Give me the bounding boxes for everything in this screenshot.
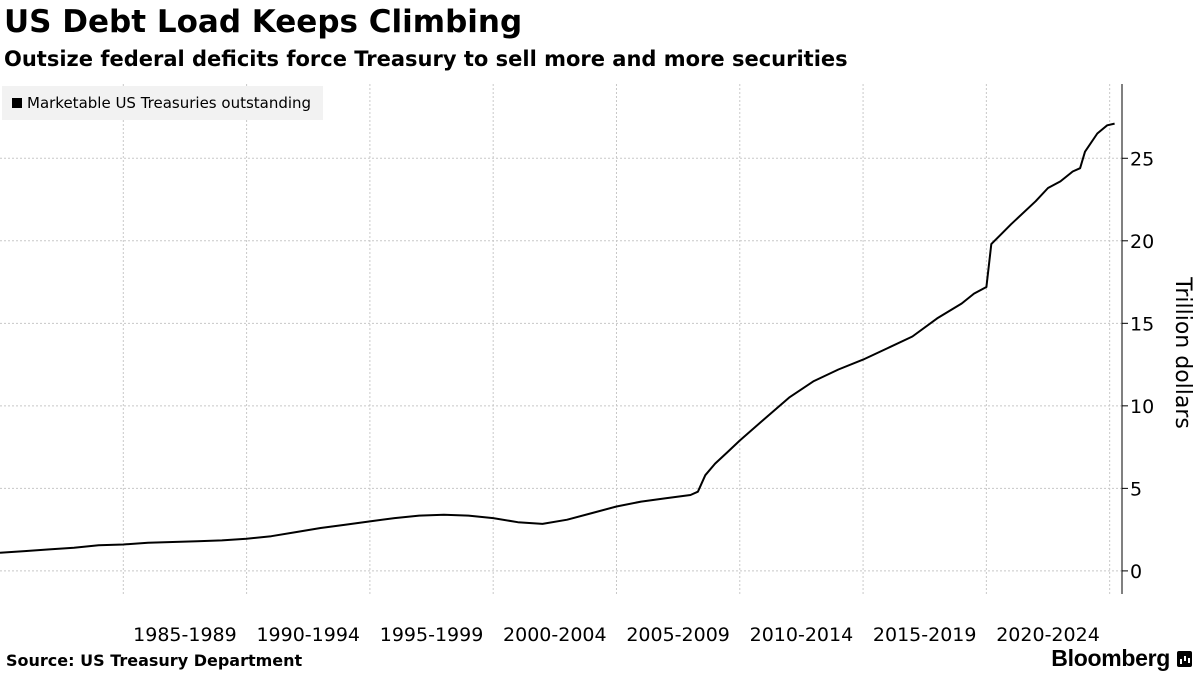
y-tick-label: 10 <box>1130 396 1154 418</box>
source-note: Source: US Treasury Department <box>6 651 303 670</box>
chart-subtitle: Outsize federal deficits force Treasury … <box>4 47 848 71</box>
series-line <box>0 122 1115 554</box>
legend-swatch <box>12 98 22 108</box>
series-layer <box>0 122 1115 554</box>
x-category-label: 2000-2004 <box>503 624 607 646</box>
y-tick-label: 15 <box>1130 313 1154 335</box>
legend: Marketable US Treasuries outstanding <box>2 86 324 120</box>
x-category-label: 2015-2019 <box>873 624 977 646</box>
y-tick-label: 25 <box>1130 148 1154 170</box>
x-category-label: 1995-1999 <box>380 624 484 646</box>
chart-title: US Debt Load Keeps Climbing <box>4 4 523 40</box>
axes: 0 5 10 15 20 25 1985-1989 1990-1994 1995-1999 200… <box>133 84 1154 646</box>
brand-logo: Bloomberg <box>1051 645 1192 672</box>
x-category-label: 2010-2014 <box>750 624 854 646</box>
brand-name: Bloomberg <box>1051 645 1170 671</box>
x-category-label: 2020-2024 <box>996 624 1100 646</box>
x-category-label: 2005-2009 <box>626 624 730 646</box>
x-category-label: 1990-1994 <box>256 624 360 646</box>
bloomberg-chart-icon <box>1177 650 1192 667</box>
x-category-label: 1985-1989 <box>133 624 237 646</box>
grid <box>0 84 1122 594</box>
y-tick-label: 5 <box>1130 478 1142 500</box>
y-tick-label: 20 <box>1130 231 1154 253</box>
y-tick-label: 0 <box>1130 561 1142 583</box>
y-axis-title: Trillion dollars <box>1170 276 1195 429</box>
legend-label: Marketable US Treasuries outstanding <box>27 94 312 112</box>
